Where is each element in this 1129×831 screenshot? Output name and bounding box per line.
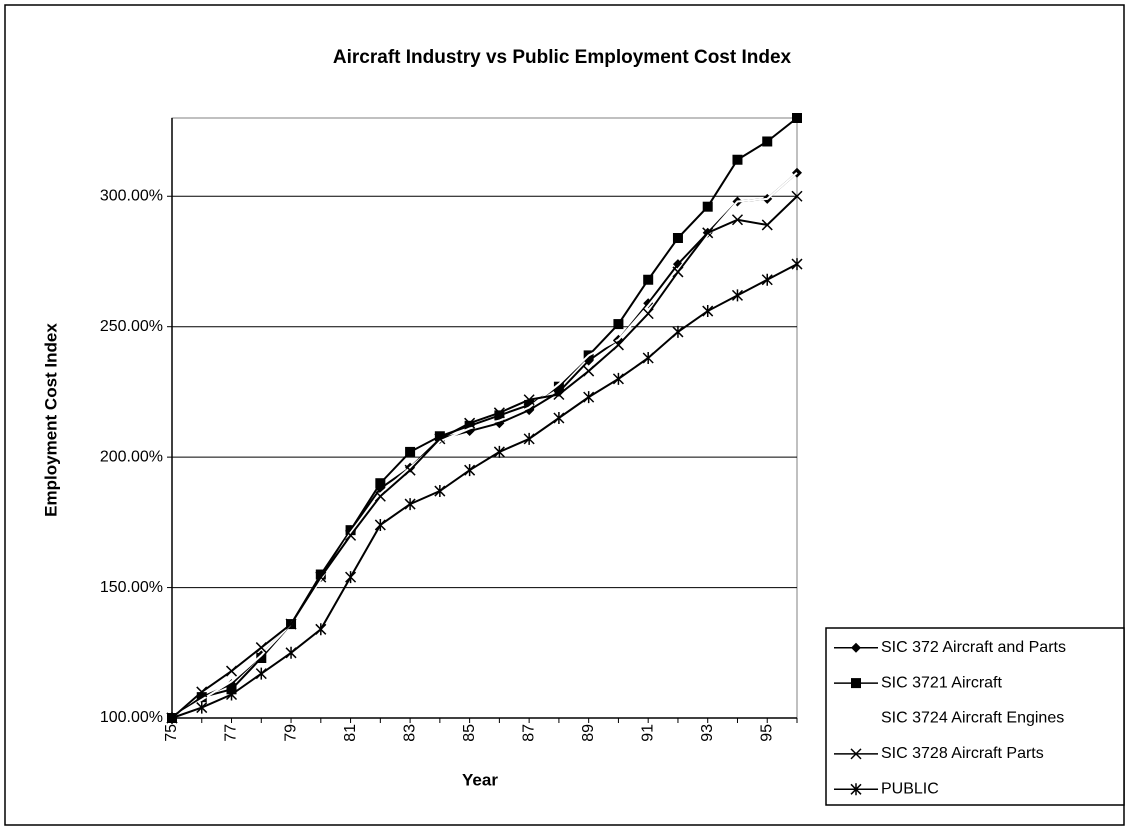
y-tick-label: 100.00%	[100, 709, 163, 726]
marker	[791, 190, 803, 202]
marker	[345, 571, 357, 584]
marker	[464, 464, 476, 477]
x-tick-label: 89	[580, 724, 597, 742]
legend-box	[825, 627, 1125, 806]
legend-label: PUBLIC	[881, 781, 939, 798]
x-tick-label: 93	[699, 724, 716, 742]
marker	[791, 258, 803, 271]
marker	[345, 529, 357, 541]
marker	[761, 273, 773, 286]
marker	[225, 665, 238, 677]
marker	[374, 490, 386, 502]
marker	[731, 214, 744, 226]
marker	[672, 325, 684, 338]
marker	[761, 219, 773, 231]
marker	[672, 233, 683, 243]
legend-label: SIC 3724 Aircraft Engines	[881, 710, 1064, 727]
marker	[702, 305, 714, 318]
marker	[405, 446, 416, 457]
marker	[583, 391, 595, 404]
marker	[315, 571, 327, 583]
marker	[613, 319, 624, 330]
x-tick-label: 79	[282, 724, 299, 742]
marker	[375, 478, 386, 489]
marker	[464, 420, 475, 431]
marker	[553, 381, 564, 392]
marker	[612, 372, 624, 385]
marker	[374, 518, 386, 531]
marker	[404, 464, 416, 476]
marker	[850, 783, 862, 796]
marker	[494, 410, 505, 421]
marker	[404, 498, 416, 511]
chart-title: Aircraft Industry vs Public Employment C…	[333, 47, 792, 68]
marker	[762, 136, 773, 147]
marker	[493, 407, 505, 419]
marker	[851, 642, 861, 653]
marker	[166, 712, 178, 724]
marker	[583, 365, 595, 377]
y-axis-label: Employment Cost Index	[41, 323, 60, 517]
y-tick-label: 150.00%	[100, 579, 163, 596]
marker	[315, 623, 327, 636]
marker	[256, 653, 267, 663]
marker	[493, 445, 505, 458]
marker	[702, 201, 713, 212]
series-line	[171, 263, 798, 719]
marker	[196, 701, 208, 714]
marker	[851, 678, 861, 689]
x-tick-label: 77	[223, 724, 240, 742]
marker	[850, 748, 862, 760]
marker	[255, 642, 267, 654]
x-axis-label: Year	[462, 770, 498, 789]
marker	[255, 667, 267, 680]
x-tick-label: 87	[520, 724, 537, 742]
legend-label: SIC 3721 Aircraft	[881, 674, 1003, 691]
marker	[553, 388, 565, 401]
marker	[315, 569, 326, 580]
y-tick-label: 250.00%	[100, 318, 163, 335]
marker	[285, 646, 297, 659]
x-tick-label: 85	[461, 724, 478, 742]
marker	[434, 431, 445, 442]
marker	[285, 618, 297, 630]
marker	[464, 417, 476, 429]
marker	[732, 154, 743, 165]
marker	[225, 688, 238, 701]
marker	[672, 266, 684, 278]
x-tick-label: 91	[639, 724, 656, 742]
marker	[642, 352, 654, 364]
marker	[434, 433, 446, 445]
marker	[523, 394, 535, 406]
marker	[642, 308, 654, 320]
x-tick-label: 95	[758, 724, 775, 742]
marker	[612, 339, 624, 351]
marker	[523, 432, 535, 445]
x-tick-label: 83	[401, 724, 418, 742]
marker	[792, 113, 802, 123]
series-line	[171, 195, 798, 719]
y-tick-label: 200.00%	[100, 448, 163, 465]
marker	[643, 298, 654, 309]
legend-label: SIC 372 Aircraft and Parts	[881, 639, 1066, 656]
marker	[345, 525, 356, 536]
marker	[434, 485, 446, 498]
marker	[643, 274, 654, 285]
marker	[553, 412, 565, 424]
y-tick-label: 300.00%	[100, 187, 163, 204]
marker	[524, 399, 535, 410]
marker	[196, 692, 207, 703]
x-tick-label: 81	[342, 724, 359, 742]
marker	[196, 686, 208, 698]
x-tick-label: 75	[163, 724, 180, 742]
legend-label: SIC 3728 Aircraft Parts	[881, 745, 1044, 762]
marker	[702, 227, 714, 239]
marker	[731, 289, 744, 302]
